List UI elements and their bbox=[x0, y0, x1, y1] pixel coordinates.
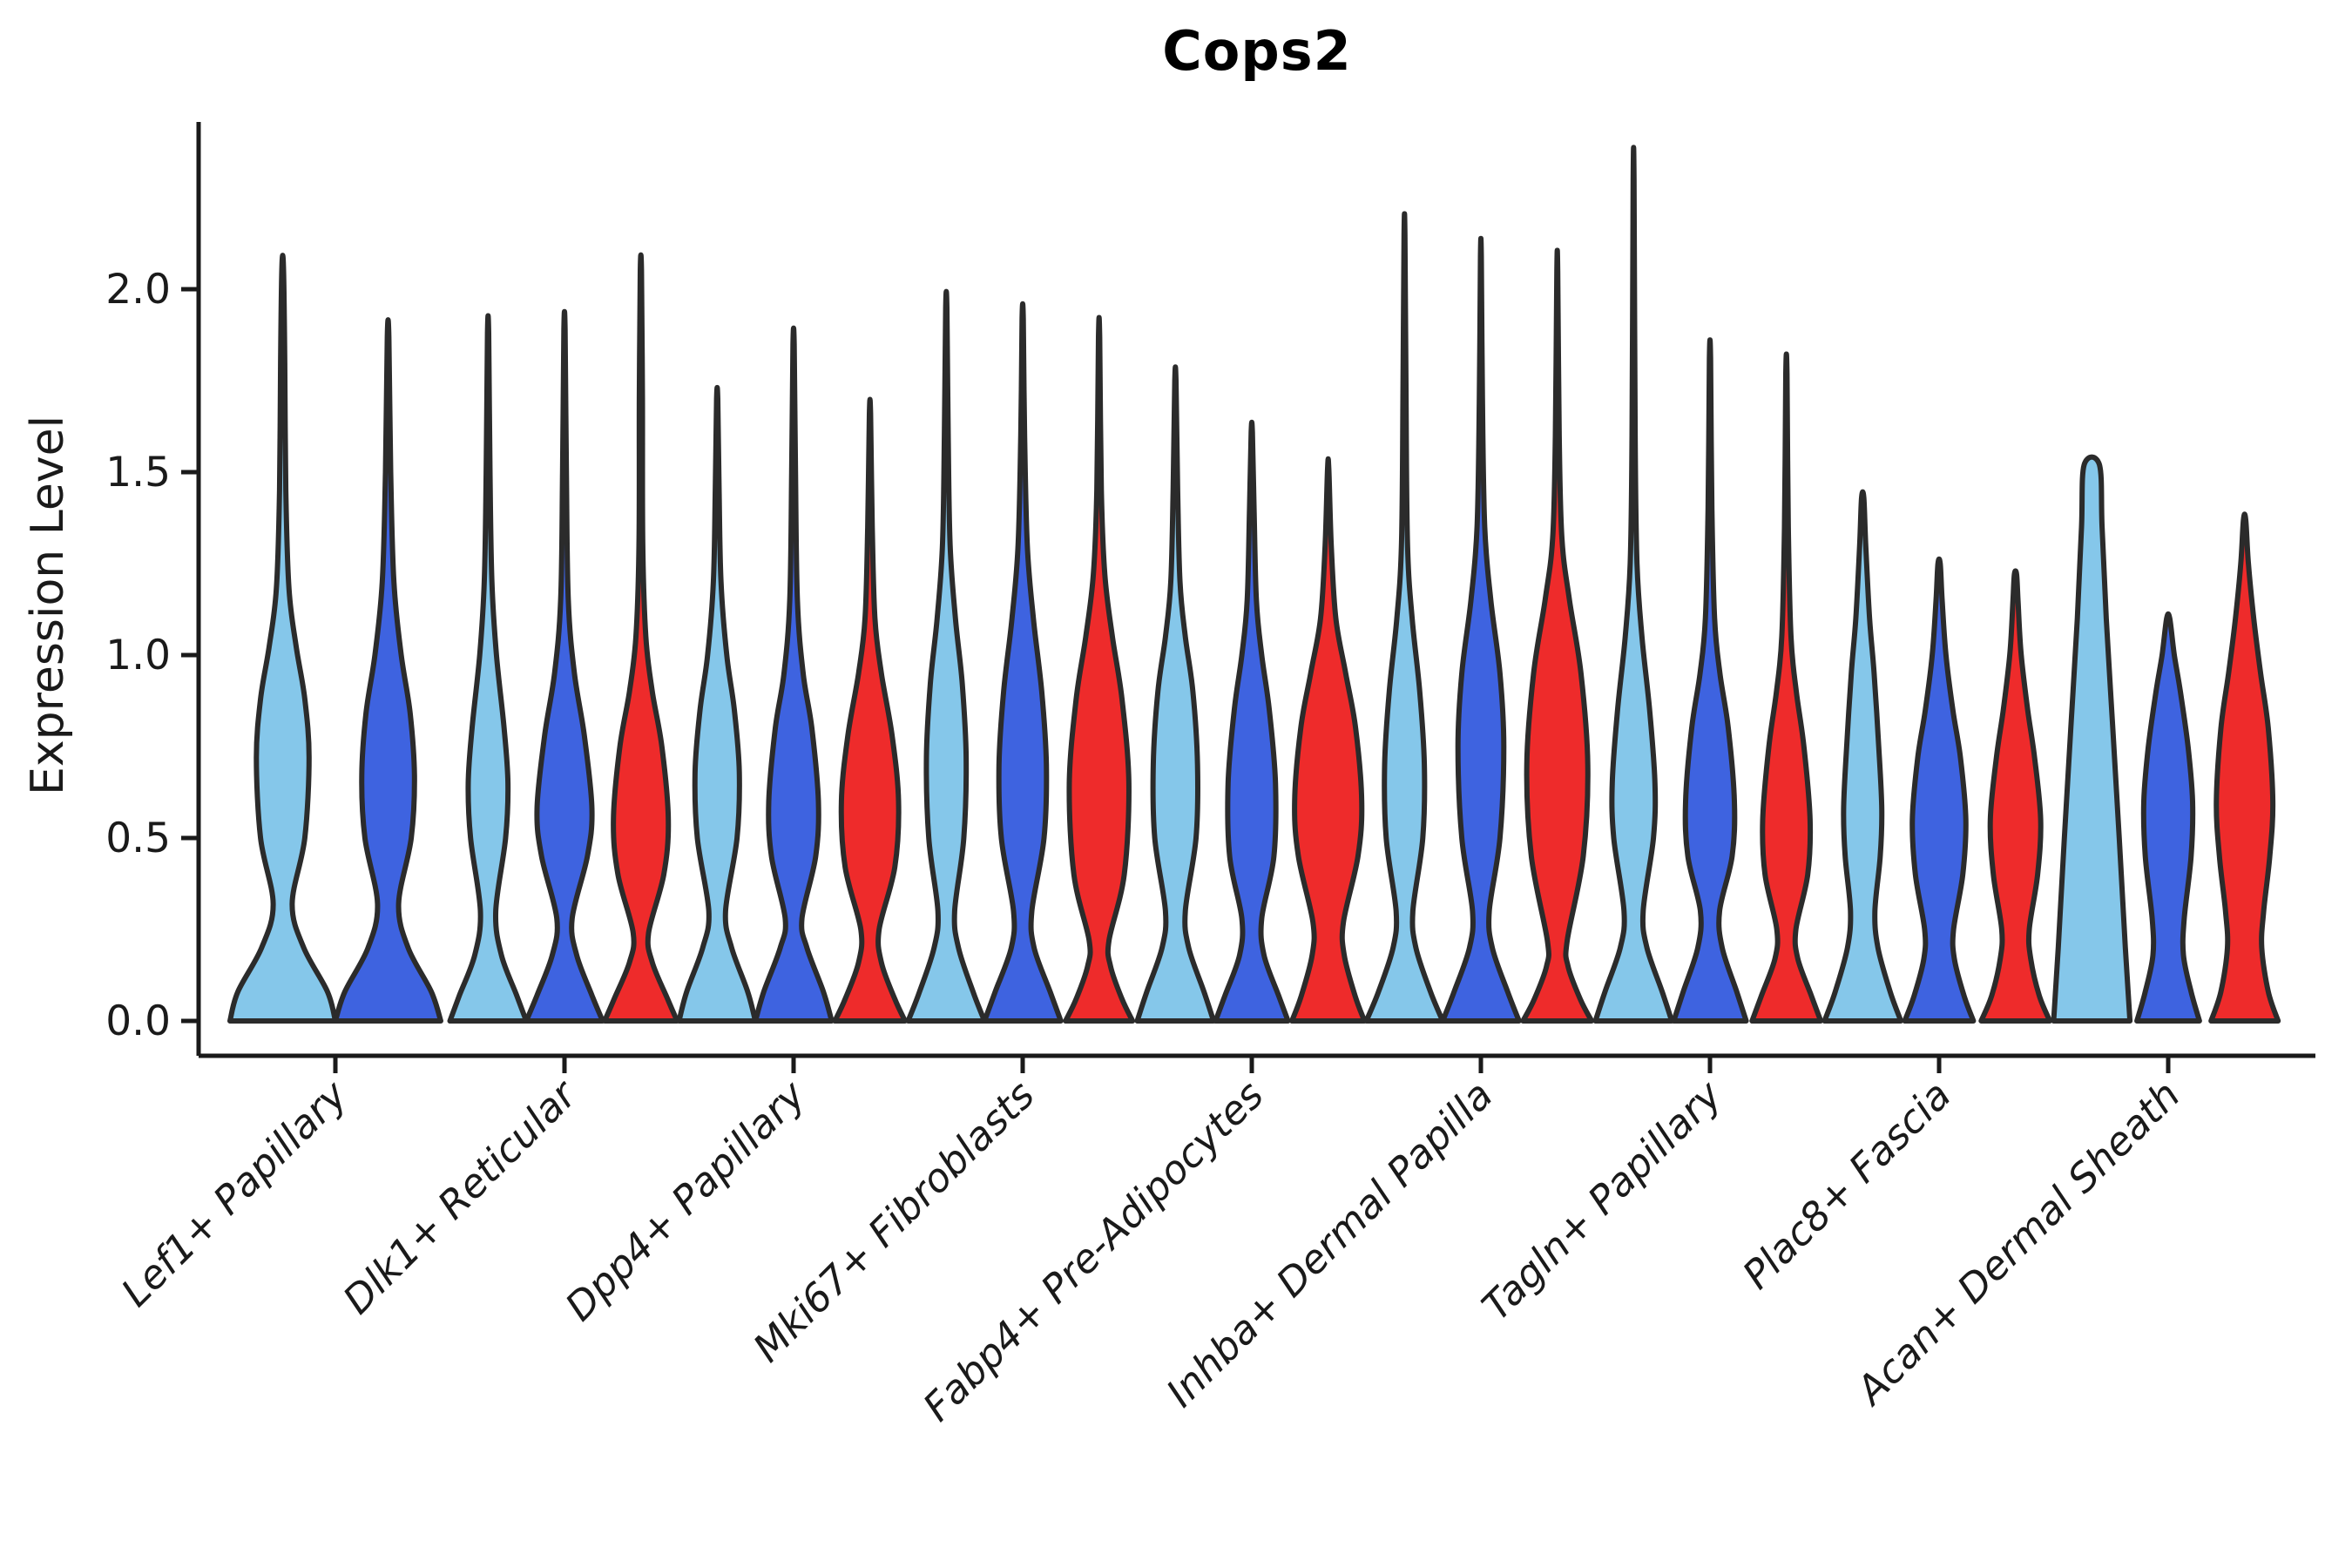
violin-group-red bbox=[2208, 511, 2281, 1024]
chart-title: Cops2 bbox=[1162, 19, 1352, 83]
violin-group-royalblue bbox=[982, 301, 1064, 1024]
x-tick-label: Dlk1+ Reticular bbox=[334, 1071, 586, 1323]
violin-group-royalblue bbox=[333, 317, 443, 1024]
x-tick-label: Dpp4+ Papillary bbox=[557, 1071, 815, 1329]
violin-group-skyblue bbox=[227, 253, 338, 1024]
x-tick-label: Plac8+ Fascia bbox=[1734, 1071, 1960, 1298]
violin-group-royalblue bbox=[524, 308, 605, 1024]
violin-group-skyblue bbox=[1134, 364, 1217, 1024]
violin-group-skyblue bbox=[1592, 145, 1675, 1024]
y-tick-label: 0.0 bbox=[105, 997, 171, 1045]
y-tick-label: 2.0 bbox=[105, 266, 171, 314]
violin-group-red bbox=[1749, 351, 1824, 1024]
violin-group-royalblue bbox=[1440, 235, 1522, 1024]
x-tick-label: Tagln+ Papillary bbox=[1473, 1071, 1732, 1329]
violin-group-royalblue bbox=[1213, 419, 1291, 1024]
violin-group-royalblue bbox=[2134, 611, 2202, 1024]
violin-group-skyblue bbox=[447, 313, 530, 1024]
violin-group-skyblue bbox=[2051, 454, 2133, 1024]
violin-group-skyblue bbox=[1821, 489, 1904, 1024]
violin-group-royalblue bbox=[1671, 337, 1749, 1024]
violin-group-red bbox=[1520, 247, 1595, 1024]
violin-group-red bbox=[1978, 568, 2053, 1024]
x-tick-label: Lef1+ Papillary bbox=[112, 1071, 357, 1315]
violin-group-royalblue bbox=[753, 325, 835, 1024]
violin-group-skyblue bbox=[905, 288, 988, 1024]
violin-group-red bbox=[832, 396, 908, 1024]
violin-group-red bbox=[1063, 314, 1136, 1024]
violin-group-royalblue bbox=[1902, 556, 1977, 1024]
violin-group-skyblue bbox=[676, 384, 759, 1024]
violin-group-red bbox=[1289, 456, 1368, 1024]
y-tick-label: 0.5 bbox=[105, 814, 171, 862]
violin-group-skyblue bbox=[1363, 211, 1446, 1024]
y-tick-label: 1.5 bbox=[105, 449, 171, 497]
violin-group-red bbox=[602, 252, 680, 1024]
y-tick-label: 1.0 bbox=[105, 632, 171, 679]
